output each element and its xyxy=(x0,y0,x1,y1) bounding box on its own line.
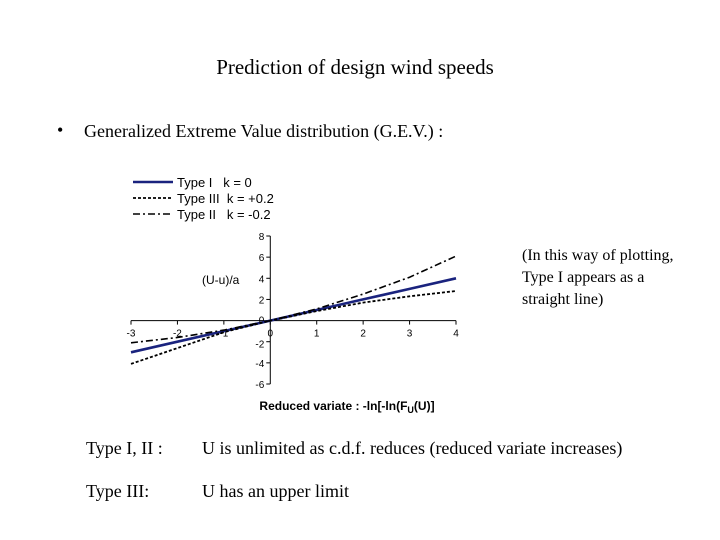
legend-label-1: Type I k = 0 xyxy=(177,175,252,190)
legend-label-3: Type II k = -0.2 xyxy=(177,207,271,222)
x-tick-label: 4 xyxy=(453,329,459,340)
x-tick-label: -1 xyxy=(219,329,228,340)
x-tick-label: 2 xyxy=(360,329,366,340)
x-tick-label: -3 xyxy=(127,329,136,340)
x-tick-label: 3 xyxy=(407,329,413,340)
row-label-type-iii: Type III: xyxy=(86,481,150,501)
y-tick-label: 0 xyxy=(259,316,265,327)
y-tick-label: 2 xyxy=(259,295,265,306)
x-tick-label: 1 xyxy=(314,329,320,340)
explanatory-note: (In this way of plotting, Type I appears… xyxy=(522,247,674,308)
row-label-type-i-ii: Type I, II : xyxy=(86,438,163,458)
series-line-2 xyxy=(130,290,457,365)
x-axis-label: Reduced variate : -ln[-ln(FU(U)] xyxy=(259,399,434,415)
y-axis-label: (U-u)/a xyxy=(202,273,240,287)
y-tick-label: 6 xyxy=(259,253,265,264)
bullet-text: Generalized Extreme Value distribution (… xyxy=(84,121,444,141)
y-tick-label: 8 xyxy=(259,232,265,243)
bullet-marker: • xyxy=(57,120,64,140)
row-text-type-i-ii: U is unlimited as c.d.f. reduces (reduce… xyxy=(202,438,623,458)
y-tick-label: -2 xyxy=(255,340,264,351)
row-text-type-iii: U has an upper limit xyxy=(202,481,349,501)
y-tick-label: -4 xyxy=(255,359,264,370)
slide-title: Prediction of design wind speeds xyxy=(216,55,494,79)
y-tick-label: 4 xyxy=(259,274,265,285)
x-tick-label: -2 xyxy=(173,329,182,340)
legend-label-2: Type III k = +0.2 xyxy=(177,191,274,206)
y-tick-label: -6 xyxy=(255,380,264,391)
series-line-1 xyxy=(130,277,457,354)
series-line-3 xyxy=(130,255,457,344)
x-tick-label: 0 xyxy=(268,329,274,340)
